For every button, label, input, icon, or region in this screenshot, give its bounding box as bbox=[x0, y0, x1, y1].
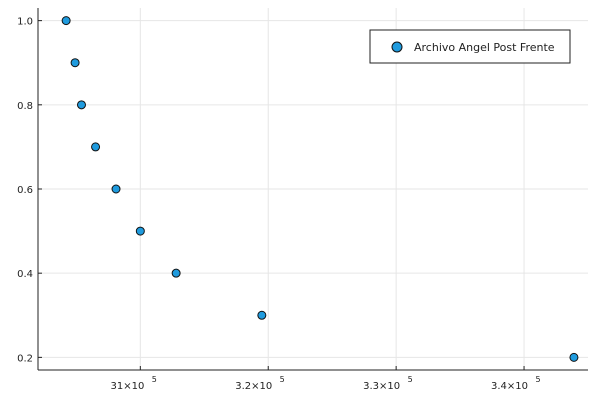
x-tick-label: 3.3×10 bbox=[363, 381, 400, 392]
data-point bbox=[61, 16, 71, 26]
data-point bbox=[70, 58, 80, 68]
data-points bbox=[61, 16, 579, 362]
legend: Archivo Angel Post Frente bbox=[369, 29, 571, 64]
data-point bbox=[111, 184, 121, 194]
data-point bbox=[257, 310, 267, 320]
y-tick-label: 1.0 bbox=[17, 17, 33, 28]
data-point bbox=[76, 100, 86, 110]
y-tick-labels: 0.2 0.4 0.6 0.8 1.0 bbox=[17, 17, 42, 364]
x-tick-exponent: 5 bbox=[535, 375, 540, 384]
x-tick-exponent: 5 bbox=[280, 375, 285, 384]
x-tick-label: 31×10 bbox=[110, 381, 144, 392]
data-point bbox=[135, 226, 145, 236]
data-point bbox=[91, 142, 101, 152]
x-tick-labels: 31×10 5 3.2×10 5 3.3×10 5 3.4×10 5 bbox=[110, 366, 541, 392]
y-tick-label: 0.8 bbox=[17, 101, 33, 112]
y-tick-label: 0.2 bbox=[17, 353, 33, 364]
x-tick-label: 3.2×10 bbox=[235, 381, 272, 392]
x-tick-exponent: 5 bbox=[152, 375, 157, 384]
grid-lines bbox=[38, 8, 588, 370]
legend-marker bbox=[391, 41, 403, 53]
y-tick-label: 0.6 bbox=[17, 185, 33, 196]
x-tick-label: 3.4×10 bbox=[491, 381, 528, 392]
data-point bbox=[171, 268, 181, 278]
data-point bbox=[569, 352, 579, 362]
legend-label: Archivo Angel Post Frente bbox=[414, 41, 555, 54]
legend-box bbox=[369, 29, 571, 64]
y-tick-label: 0.4 bbox=[17, 269, 33, 280]
x-tick-exponent: 5 bbox=[408, 375, 413, 384]
